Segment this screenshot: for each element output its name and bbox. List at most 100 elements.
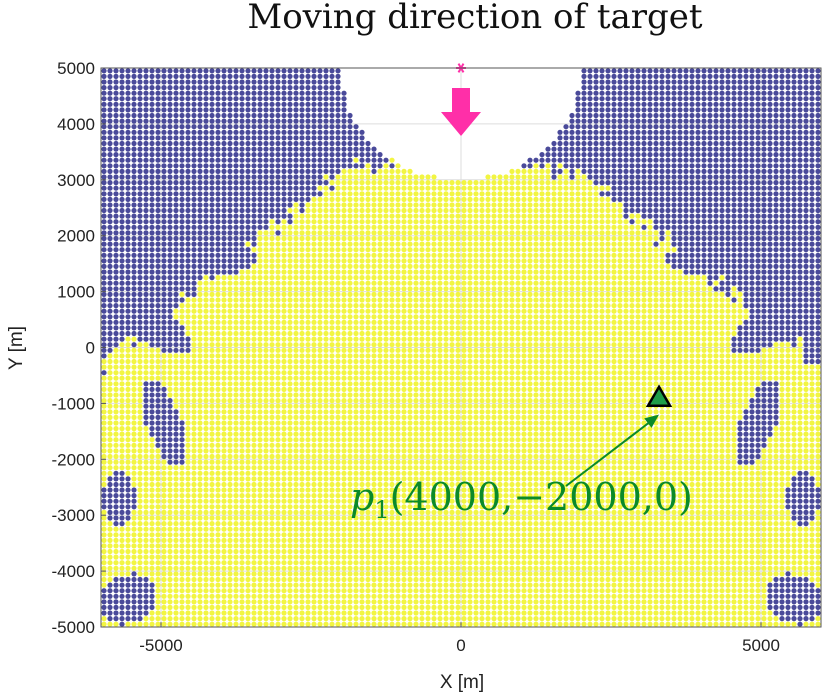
region-cell-blue <box>143 118 149 124</box>
region-cell-blue <box>101 96 107 102</box>
region-cell-yellow <box>107 370 113 376</box>
region-cell-blue <box>101 604 107 611</box>
region-cell-yellow <box>329 465 335 471</box>
region-cell-yellow <box>221 537 227 544</box>
region-cell-yellow <box>107 381 113 387</box>
region-cell-yellow <box>221 442 227 448</box>
region-cell-yellow <box>257 353 263 359</box>
region-cell-blue <box>131 582 137 588</box>
region-cell-yellow <box>323 481 329 488</box>
region-cell-yellow <box>383 526 389 532</box>
region-cell-yellow <box>227 291 233 297</box>
region-cell-blue <box>143 219 149 225</box>
region-cell-blue <box>119 85 125 91</box>
region-cell-blue <box>125 157 131 163</box>
region-cell-yellow <box>311 476 317 482</box>
region-cell-yellow <box>353 437 359 443</box>
region-cell-yellow <box>101 442 107 448</box>
region-cell-yellow <box>341 207 347 214</box>
region-cell-yellow <box>197 554 203 560</box>
region-cell-yellow <box>317 314 323 320</box>
region-cell-yellow <box>215 342 221 348</box>
region-cell-yellow <box>227 621 233 627</box>
region-cell-yellow <box>239 319 245 325</box>
region-cell-yellow <box>407 560 413 566</box>
region-cell-blue <box>233 90 239 96</box>
region-cell-blue <box>293 96 299 102</box>
region-cell-yellow <box>401 414 407 420</box>
region-cell-yellow <box>401 275 407 281</box>
region-cell-blue <box>179 85 185 91</box>
region-cell-blue <box>257 135 263 141</box>
region-cell-yellow <box>389 258 395 264</box>
region-cell-blue <box>341 118 347 124</box>
region-cell-blue <box>245 224 251 230</box>
region-cell-blue <box>107 336 113 342</box>
region-cell-blue <box>137 616 143 622</box>
region-cell-yellow <box>269 582 275 588</box>
region-cell-yellow <box>203 487 209 493</box>
region-cell-blue <box>263 85 269 91</box>
region-cell-blue <box>215 163 221 169</box>
region-cell-blue <box>173 336 179 342</box>
region-cell-blue <box>161 453 167 460</box>
region-cell-blue <box>329 96 335 102</box>
region-cell-yellow <box>113 381 119 387</box>
region-cell-yellow <box>335 403 341 409</box>
region-cell-yellow <box>227 280 233 286</box>
region-cell-yellow <box>383 565 389 571</box>
region-cell-yellow <box>335 247 341 253</box>
region-cell-blue <box>113 582 119 588</box>
region-cell-yellow <box>281 448 287 454</box>
region-cell-blue <box>323 180 329 186</box>
region-cell-yellow <box>191 554 197 560</box>
region-cell-yellow <box>179 560 185 566</box>
region-cell-blue <box>203 213 209 219</box>
region-cell-yellow <box>137 493 143 499</box>
region-cell-blue <box>227 163 233 169</box>
region-cell-yellow <box>305 521 311 527</box>
region-cell-yellow <box>227 375 233 381</box>
region-cell-blue <box>113 213 119 219</box>
region-cell-yellow <box>281 353 287 359</box>
region-cell-blue <box>191 129 197 135</box>
region-cell-blue <box>119 129 125 135</box>
region-cell-yellow <box>227 364 233 370</box>
region-cell-yellow <box>359 319 365 325</box>
region-cell-yellow <box>293 554 299 560</box>
region-cell-blue <box>161 219 167 225</box>
region-cell-blue <box>185 241 191 247</box>
region-cell-yellow <box>341 431 347 437</box>
region-cell-yellow <box>251 571 257 577</box>
region-cell-yellow <box>281 588 287 594</box>
region-cell-yellow <box>341 358 347 365</box>
region-cell-blue <box>131 593 137 599</box>
region-cell-blue <box>137 118 143 124</box>
region-cell-yellow <box>329 448 335 454</box>
region-cell-yellow <box>389 308 395 314</box>
region-cell-yellow <box>359 258 365 264</box>
region-cell-yellow <box>263 297 269 303</box>
region-cell-blue <box>107 515 113 521</box>
region-cell-blue <box>167 224 173 230</box>
region-cell-yellow <box>161 370 167 376</box>
region-cell-blue <box>167 96 173 102</box>
region-cell-yellow <box>329 297 335 303</box>
region-cell-yellow <box>365 487 371 493</box>
region-cell-blue <box>113 280 119 286</box>
region-cell-blue <box>167 152 173 158</box>
region-cell-blue <box>155 163 161 169</box>
region-cell-blue <box>203 207 209 214</box>
region-cell-yellow <box>383 291 389 297</box>
region-cell-yellow <box>203 386 209 392</box>
region-cell-yellow <box>203 582 209 588</box>
region-cell-yellow <box>107 554 113 560</box>
region-cell-blue <box>149 174 155 180</box>
region-cell-yellow <box>359 465 365 471</box>
region-cell-blue <box>197 191 203 197</box>
region-cell-blue <box>251 157 257 163</box>
region-cell-yellow <box>299 230 305 236</box>
region-cell-yellow <box>329 330 335 337</box>
region-cell-yellow <box>311 275 317 281</box>
region-cell-yellow <box>317 297 323 303</box>
